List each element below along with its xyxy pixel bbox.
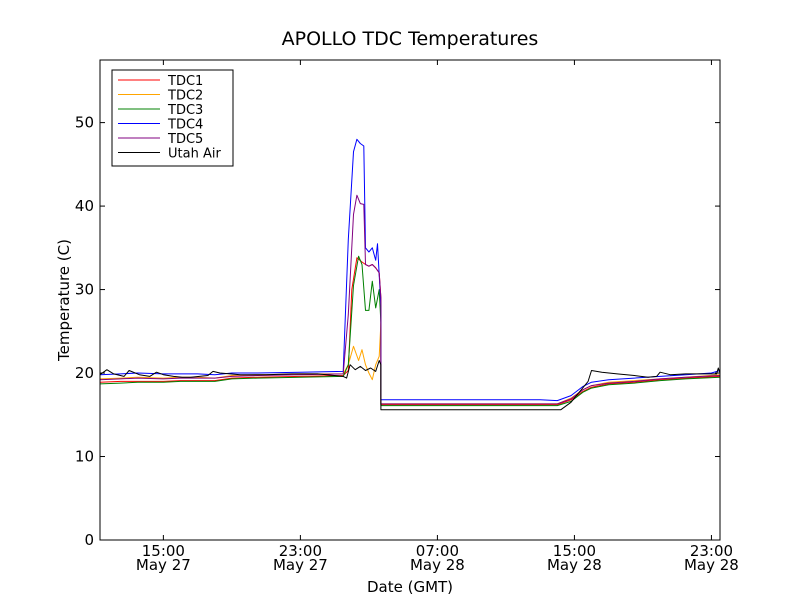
legend-label-tdc2: TDC2 [167,89,203,104]
x-tick-label-date: May 27 [136,556,191,574]
x-tick-label-time: 23:00 [690,542,733,560]
x-tick-label-time: 15:00 [142,542,185,560]
y-tick-label: 40 [75,197,94,215]
series-line-tdc3 [99,255,721,407]
chart-title: APOLLO TDC Temperatures [282,28,539,50]
x-tick-label-date: May 27 [273,556,328,574]
x-axis-label: Date (GMT) [367,578,453,596]
series-line-tdc4 [99,138,721,402]
y-tick-label: 0 [84,531,94,549]
x-tick-label-date: May 28 [684,556,739,574]
series-layer [99,138,721,411]
x-tick-label-time: 15:00 [553,542,596,560]
legend-label-tdc3: TDC3 [167,103,203,118]
legend-label-tdc5: TDC5 [167,132,203,147]
y-tick-label: 30 [75,281,94,299]
x-tick-label-date: May 28 [410,556,465,574]
y-tick-label: 50 [75,114,94,132]
x-tick-label-date: May 28 [547,556,602,574]
legend-label-tdc1: TDC1 [167,74,203,89]
y-tick-label: 20 [75,364,94,382]
series-line-tdc5 [99,194,721,405]
legend-box [111,69,234,167]
x-tick-label-time: 07:00 [416,542,459,560]
legend-label-tdc4: TDC4 [167,118,203,133]
axes-frame [99,59,721,541]
y-tick-label: 10 [75,448,94,466]
legend-label-utah-air: Utah Air [168,147,221,162]
y-axis-label: Temperature (C) [55,239,73,362]
x-tick-label-time: 23:00 [279,542,322,560]
series-line-utah-air [99,360,721,411]
